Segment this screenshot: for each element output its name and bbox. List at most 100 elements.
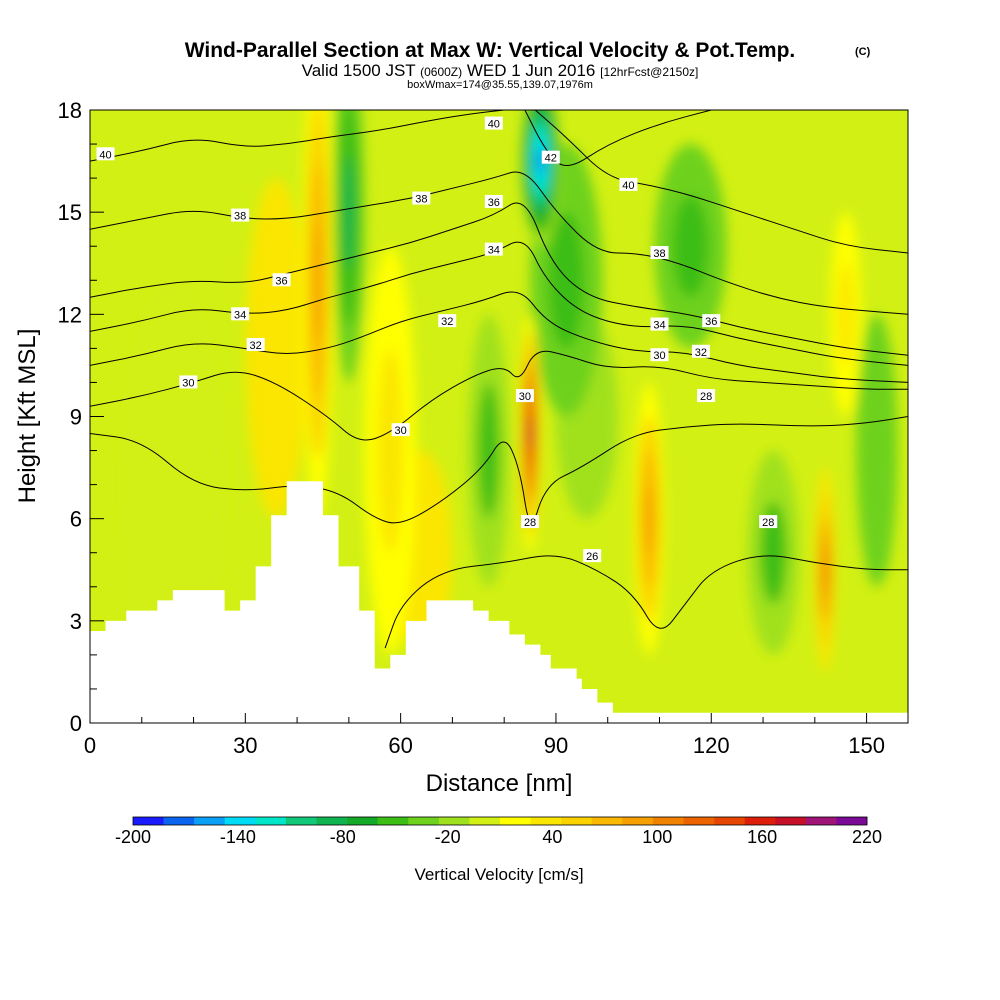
y-tick-label: 18: [58, 98, 82, 123]
colorbar-tick-label: 100: [642, 827, 672, 847]
isentrope-label-text: 26: [586, 551, 598, 563]
colorbar-segment: [591, 817, 623, 825]
isentrope-label-text: 30: [182, 377, 194, 389]
isentrope-label-bg: [231, 208, 250, 222]
isentrope-lines: [90, 110, 908, 649]
velocity-field: [121, 110, 898, 689]
velocity-contour-band: [672, 195, 709, 298]
isentrope-label-bg: [702, 314, 721, 328]
chart-title: Wind-Parallel Section at Max W: Vertical…: [185, 39, 871, 91]
isentrope-label: 40: [619, 177, 638, 192]
isentrope-label-text: 40: [99, 149, 111, 161]
isentrope-label-bg: [515, 389, 534, 403]
y-tick-label: 15: [58, 200, 82, 225]
colorbar-segment: [622, 817, 654, 825]
colorbar-segment: [408, 817, 440, 825]
isentrope-label: 34: [231, 307, 250, 321]
isentrope-label-text: 32: [695, 347, 707, 359]
title-copyright: (C): [855, 46, 871, 58]
title-valid-c: WED 1 Jun 2016: [467, 61, 596, 80]
x-tick-label: 30: [233, 733, 257, 758]
title-valid-b: (0600Z): [420, 65, 462, 79]
colorbar-segment: [285, 817, 317, 825]
colorbar-tick-label: 40: [542, 827, 562, 847]
isentrope-line: [90, 416, 908, 524]
isentrope-line: [384, 555, 908, 649]
velocity-contour-band: [838, 263, 854, 366]
isentrope-label-text: 42: [545, 153, 557, 165]
terrain-mask: [90, 481, 908, 723]
velocity-feature: [364, 246, 417, 655]
y-axis: 0 3 6 9 12 15 18: [58, 98, 104, 736]
isentrope-label-text: 28: [524, 517, 536, 529]
isentrope-label: 28: [697, 389, 716, 403]
isentrope-label: 36: [484, 194, 503, 209]
colorbar-tick-label: -200: [115, 827, 151, 847]
y-tick-label: 0: [70, 711, 82, 736]
isentrope-label-bg: [484, 116, 503, 130]
x-tick-label: 0: [84, 733, 96, 758]
isentrope-label-bg: [583, 549, 602, 563]
isentrope-label-text: 36: [705, 316, 717, 328]
colorbar-segment: [805, 817, 837, 825]
colorbar-tick-label: -20: [435, 827, 461, 847]
colorbar-segment: [561, 817, 593, 825]
colorbar-segment: [652, 817, 684, 825]
colorbar-segment: [714, 817, 745, 825]
isentrope-label-text: 28: [700, 391, 712, 403]
velocity-contour-band: [548, 212, 585, 349]
colorbar-segment: [255, 817, 287, 825]
colorbar-segment: [347, 817, 378, 825]
colorbar-tick-label: -140: [220, 827, 256, 847]
isentrope-label: 40: [96, 147, 115, 161]
isentrope-label-text: 28: [762, 517, 774, 529]
y-tick-label: 6: [70, 507, 82, 532]
x-tick-label: 90: [544, 733, 568, 758]
isentrope-labels: 40 38 36 34 32 30 30 32 34 36 38 40 42 40 38 34 36 30 32 28…: [96, 116, 778, 563]
colorbar-segment: [163, 817, 195, 825]
isentrope-label-text: 38: [234, 211, 246, 223]
isentrope-label-text: 36: [488, 197, 500, 209]
isentrope-label: 36: [702, 314, 721, 328]
isentrope-label-text: 32: [441, 316, 453, 328]
isentrope-label-text: 40: [622, 180, 634, 192]
isentrope-label-bg: [650, 317, 669, 331]
isentrope-label-text: 30: [653, 350, 665, 362]
isentrope-label-bg: [272, 273, 291, 287]
isentrope-label-bg: [691, 344, 710, 358]
isentrope-label: 34: [650, 317, 669, 332]
colorbar-segment: [469, 817, 501, 825]
title-valid-a: Valid 1500 JST: [302, 61, 416, 80]
isentrope-label: 28: [759, 515, 778, 529]
isentrope-label: 40: [484, 116, 503, 131]
colorbar-tick-label: 160: [747, 827, 777, 847]
velocity-feature: [633, 382, 665, 655]
colorbar-segment: [683, 817, 715, 825]
isentrope-label-bg: [179, 375, 198, 389]
isentrope-label: 32: [246, 337, 265, 352]
isentrope-line: [90, 350, 908, 441]
isentrope-label: 28: [521, 515, 540, 529]
isentrope-line: [90, 291, 908, 383]
colorbar-segment: [530, 817, 562, 825]
isentrope-label: 30: [179, 375, 198, 389]
isentrope-label: 30: [650, 348, 669, 362]
colorbar-segment: [194, 817, 226, 825]
title-valid-time: Valid 1500 JST (0600Z) WED 1 Jun 2016 [1…: [302, 61, 699, 80]
velocity-contour-band: [478, 382, 499, 519]
isentrope-label-text: 30: [519, 391, 531, 403]
velocity-contour-band: [377, 348, 404, 553]
velocity-contour-band: [856, 314, 898, 587]
colorbar-segment: [133, 817, 164, 825]
isentrope-label-bg: [96, 147, 115, 161]
isentrope-label-text: 34: [488, 245, 500, 257]
colorbar-segment: [377, 817, 409, 825]
y-tick-label: 12: [58, 302, 82, 327]
isentrope-label: 34: [484, 242, 503, 257]
isentrope-line: [534, 110, 908, 254]
colorbar-segment: [744, 817, 776, 825]
isentrope-label-bg: [650, 246, 669, 260]
title-box-max: boxWmax=174@35.55,139.07,1976m: [407, 79, 593, 91]
isentrope-label: 32: [691, 344, 710, 359]
